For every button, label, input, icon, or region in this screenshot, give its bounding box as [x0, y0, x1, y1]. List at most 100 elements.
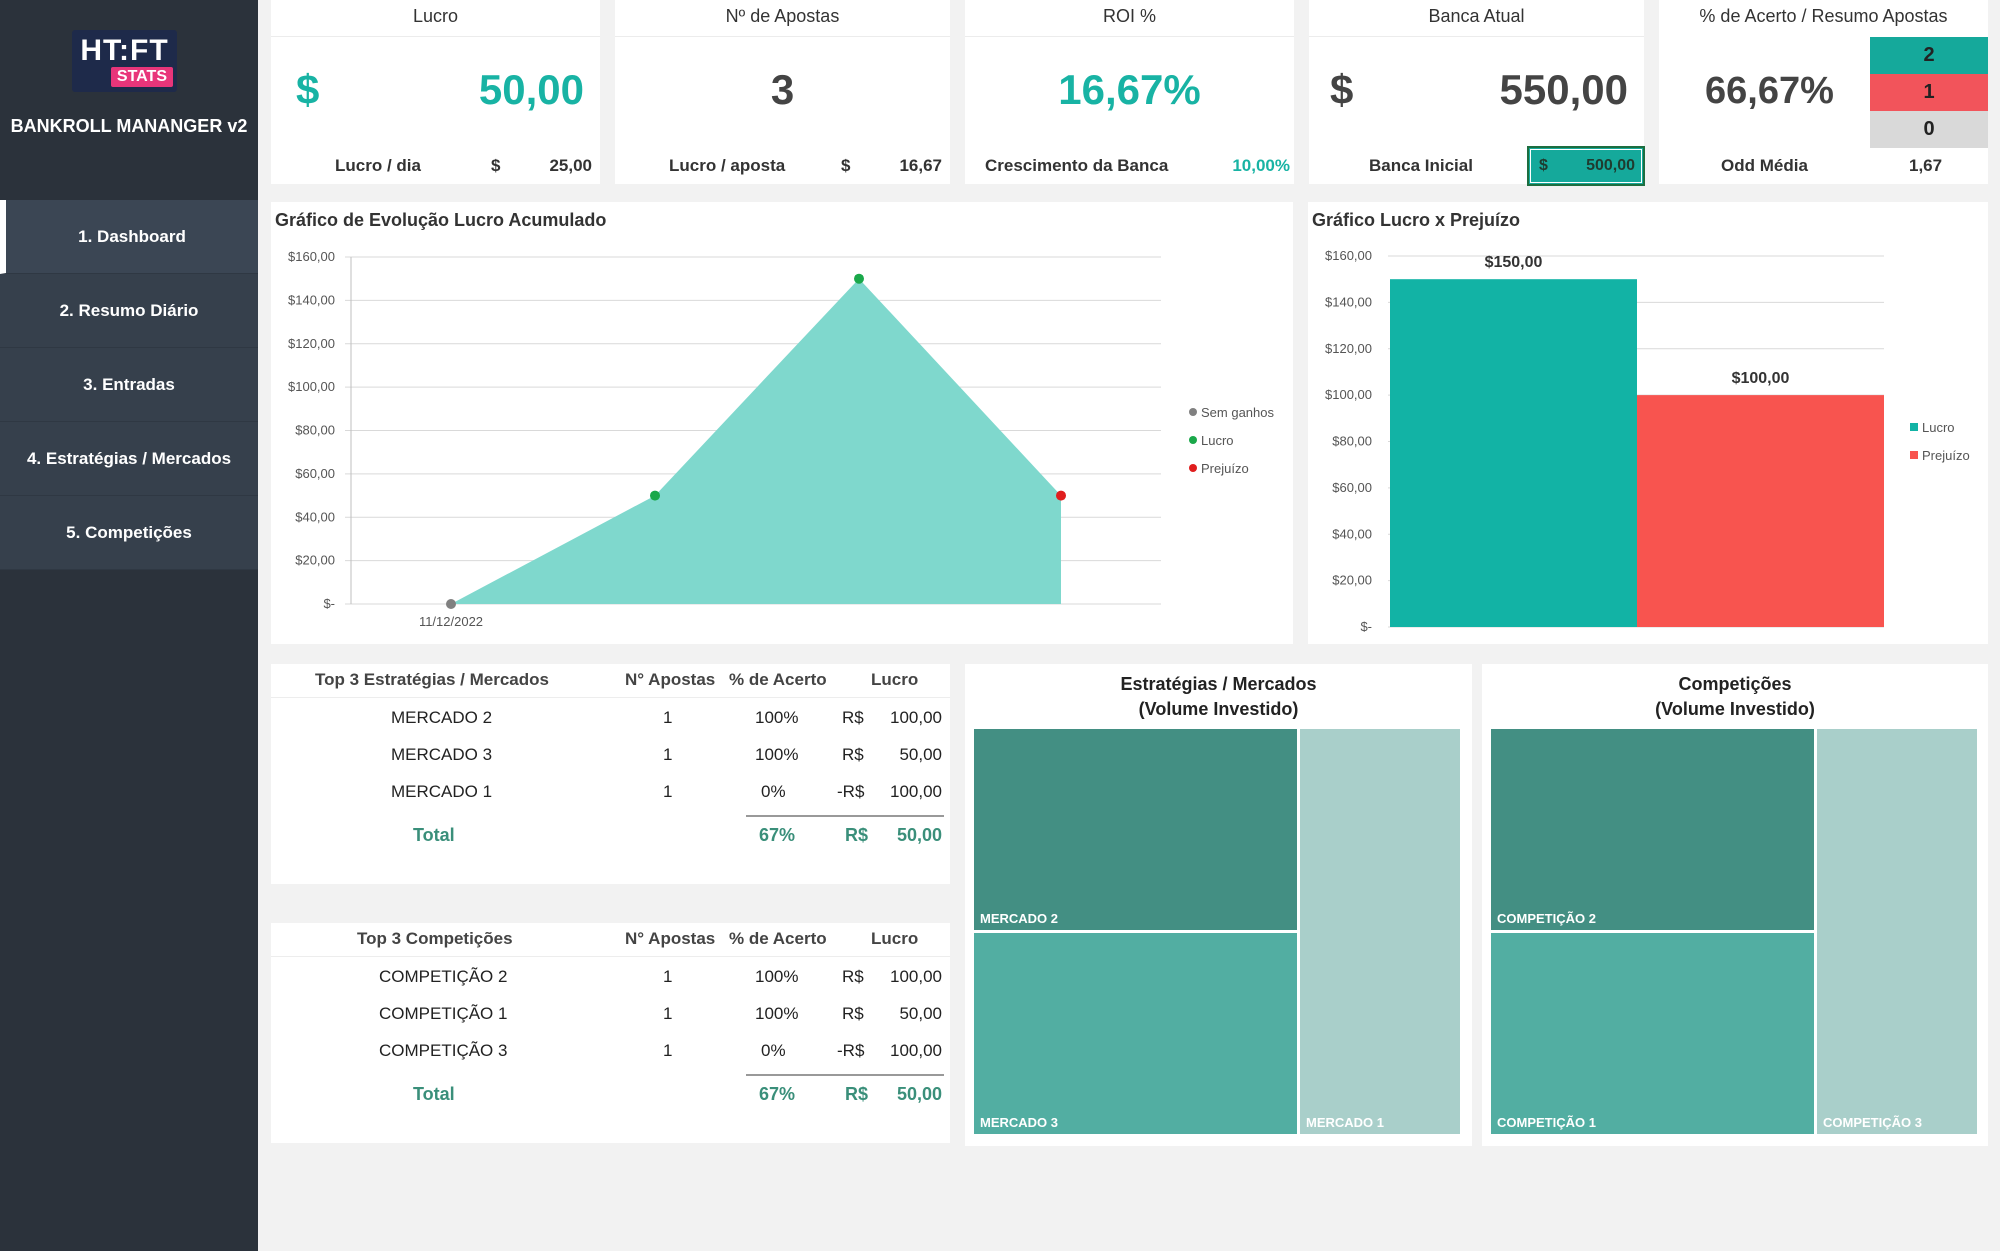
logo-sub-text: STATS [110, 67, 173, 87]
total-divider [746, 815, 944, 817]
y-tick-label: $140,00 [288, 292, 335, 307]
kpi-foot-label: Lucro / dia [335, 156, 421, 175]
total-currency: R$ [845, 1084, 869, 1104]
nav-item-resumo-diario[interactable]: 2. Resumo Diário [0, 274, 258, 348]
table-cell-n: 1 [663, 1041, 673, 1060]
y-tick-label: $80,00 [1332, 434, 1372, 449]
bar-data-label: $100,00 [1732, 370, 1790, 387]
treemap-cell[interactable]: MERCADO 1 [1300, 729, 1460, 1134]
divider [271, 36, 600, 37]
legend-label: Prejuízo [1922, 448, 1970, 463]
total-value: 50,00 [896, 1084, 942, 1104]
legend-marker [1910, 451, 1918, 459]
table-cell-name: COMPETIÇÃO 2 [379, 967, 508, 986]
chart-card-lucro-prejuizo: Gráfico Lucro x Prejuízo $160,00 $140,00 $… [1308, 202, 1988, 644]
kpi-foot-label: Odd Média [1721, 156, 1808, 175]
table-cell-currency: R$ [842, 967, 864, 986]
chart-card-evolucao: Gráfico de Evolução Lucro Acumulado $160… [271, 202, 1293, 644]
treemap-estrategias: Estratégias / Mercados (Volume Investido… [965, 664, 1472, 1146]
legend-label: Lucro [1922, 420, 1955, 435]
kpi-foot-currency: $ [841, 156, 851, 175]
kpi-value: 550,00 [1499, 66, 1628, 113]
legend-marker [1189, 408, 1197, 416]
data-point [446, 599, 456, 609]
table-cell-currency: -R$ [837, 782, 865, 801]
kpi-title: Banca Atual [1428, 6, 1525, 26]
app-logo: HT:FT STATS [72, 30, 177, 92]
legend-label: Sem ganhos [1201, 405, 1274, 420]
currency-symbol: $ [296, 66, 320, 113]
app-title: BANKROLL MANANGER v2 [10, 116, 248, 136]
divider [615, 36, 950, 37]
table-cell-value: 100,00 [890, 708, 942, 727]
table-cell-name: COMPETIÇÃO 3 [379, 1041, 508, 1060]
legend-marker [1910, 423, 1918, 431]
kpi-foot-currency: $ [491, 156, 501, 175]
nav-item-estrategias-mercados[interactable]: 4. Estratégias / Mercados [0, 422, 258, 496]
table-cell-name: MERCADO 1 [391, 782, 493, 801]
y-tick-label: $20,00 [1332, 573, 1372, 588]
table-cell-value: 100,00 [890, 1041, 942, 1060]
legend-label: Prejuízo [1201, 461, 1249, 476]
treemap-cell[interactable]: COMPETIÇÃO 2 [1491, 729, 1814, 930]
treemap-title: Estratégias / Mercados (Volume Investido… [965, 672, 1472, 722]
table-cell-pct: 100% [755, 967, 799, 986]
column-header: N° Apostas [625, 670, 716, 689]
area-series [451, 278, 1061, 604]
table-cell-value: 100,00 [890, 782, 942, 801]
table-cell-n: 1 [663, 708, 673, 727]
treemap-cell[interactable]: MERCADO 3 [974, 933, 1297, 1134]
table-cell-value: 50,00 [899, 1004, 942, 1023]
y-tick-label: $- [1360, 619, 1372, 634]
kpi-foot-currency: $ [1539, 157, 1548, 174]
table-cell-n: 1 [663, 745, 673, 764]
y-tick-label: $140,00 [1325, 294, 1372, 309]
y-tick-label: $20,00 [295, 553, 335, 568]
table-cell-name: MERCADO 3 [391, 745, 493, 764]
data-point [854, 273, 864, 284]
y-tick-label: $40,00 [1332, 526, 1372, 541]
total-currency: R$ [845, 825, 869, 845]
column-header: Top 3 Estratégias / Mercados [315, 670, 549, 689]
y-tick-label: $120,00 [288, 336, 335, 351]
treemap-cell[interactable]: MERCADO 2 [974, 729, 1297, 930]
treemap-title-line2: (Volume Investido) [1655, 699, 1815, 719]
column-header: Lucro [871, 929, 919, 948]
bar [1390, 279, 1637, 627]
kpi-value: 66,67% [1705, 70, 1834, 112]
table-cell-currency: R$ [842, 745, 864, 764]
kpi-card-banca: Banca Atual $ 550,00 Banca Inicial $ 500… [1309, 0, 1645, 186]
kpi-title: Nº de Apostas [725, 6, 840, 26]
total-label: Total [413, 825, 455, 845]
reds-count: 1 [1870, 74, 1988, 111]
banca-inicial-input[interactable]: $ 500,00 [1527, 146, 1645, 186]
table-cell-name: COMPETIÇÃO 1 [379, 1004, 508, 1023]
nav-menu: 1. Dashboard 2. Resumo Diário 3. Entrada… [0, 200, 258, 570]
treemap-cell-label: MERCADO 3 [980, 1115, 1059, 1130]
y-tick-label: $120,00 [1325, 341, 1372, 356]
kpi-foot-value: 10,00% [1232, 156, 1290, 175]
voids-count: 0 [1870, 111, 1988, 148]
legend-marker [1189, 436, 1197, 444]
y-tick-label: $100,00 [288, 379, 335, 394]
column-header: % de Acerto [729, 929, 827, 948]
kpi-foot-value: 1,67 [1909, 156, 1943, 175]
treemap-cell[interactable]: COMPETIÇÃO 1 [1491, 933, 1814, 1134]
legend-marker [1189, 464, 1197, 472]
table-cell-pct: 100% [755, 708, 799, 727]
kpi-value: 16,67% [1058, 66, 1201, 113]
treemap-cell-label: COMPETIÇÃO 3 [1823, 1115, 1922, 1130]
bar-data-label: $150,00 [1485, 254, 1543, 271]
chart-title: Gráfico Lucro x Prejuízo [1312, 210, 1521, 230]
kpi-foot-value: 25,00 [549, 156, 592, 175]
table-cell-pct: 0% [761, 782, 786, 801]
treemap-cell[interactable]: COMPETIÇÃO 3 [1817, 729, 1977, 1134]
y-tick-label: $40,00 [295, 509, 335, 524]
nav-item-entradas[interactable]: 3. Entradas [0, 348, 258, 422]
divider [271, 956, 950, 957]
y-tick-label: $100,00 [1325, 387, 1372, 402]
divider [271, 697, 950, 698]
nav-item-dashboard[interactable]: 1. Dashboard [0, 200, 258, 274]
table-top-competicoes: Top 3 Competições N° Apostas % de Acerto… [271, 923, 950, 1143]
nav-item-competicoes[interactable]: 5. Competições [0, 496, 258, 570]
